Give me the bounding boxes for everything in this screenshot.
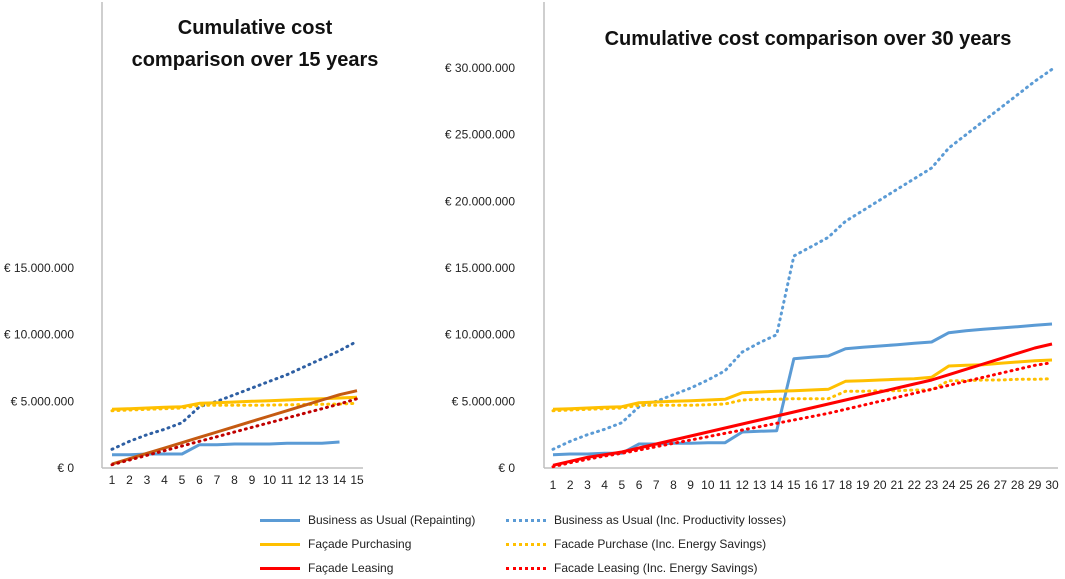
chart-title: Cumulative cost (178, 17, 333, 39)
x-tick-label: 22 (908, 478, 922, 492)
x-tick-label: 1 (109, 473, 116, 487)
x-tick-label: 4 (161, 473, 168, 487)
series-line (552, 358, 1053, 411)
series-line (552, 322, 1053, 457)
x-tick-label: 7 (653, 478, 660, 492)
series-line (551, 361, 1054, 469)
y-tick-label: € 0 (498, 461, 515, 475)
x-tick-label: 25 (959, 478, 973, 492)
x-tick-label: 26 (976, 478, 990, 492)
series-line (111, 389, 358, 466)
x-tick-label: 21 (890, 478, 904, 492)
x-tick-label: 17 (822, 478, 836, 492)
series-line (551, 67, 1054, 451)
x-tick-label: 30 (1045, 478, 1059, 492)
x-tick-label: 5 (618, 478, 625, 492)
x-tick-label: 9 (687, 478, 694, 492)
x-tick-label: 6 (196, 473, 203, 487)
y-tick-label: € 5.000.000 (452, 394, 516, 408)
x-tick-label: 4 (601, 478, 608, 492)
series-line (110, 339, 359, 451)
x-tick-label: 14 (333, 473, 347, 487)
y-tick-label: € 30.000.000 (445, 61, 515, 75)
x-tick-label: 14 (770, 478, 784, 492)
x-tick-label: 8 (231, 473, 238, 487)
chart-title: Cumulative cost comparison over 30 years (605, 28, 1012, 50)
series-line (110, 401, 359, 413)
x-tick-label: 11 (281, 473, 294, 487)
x-tick-label: 27 (994, 478, 1008, 492)
y-tick-label: € 10.000.000 (4, 328, 74, 342)
x-tick-label: 10 (701, 478, 715, 492)
x-tick-label: 7 (214, 473, 221, 487)
x-tick-label: 20 (873, 478, 887, 492)
y-tick-label: € 0 (57, 461, 74, 475)
y-tick-label: € 15.000.000 (445, 261, 515, 275)
x-tick-label: 6 (636, 478, 643, 492)
x-tick-label: 15 (350, 473, 364, 487)
x-tick-label: 15 (787, 478, 801, 492)
x-tick-label: 13 (753, 478, 767, 492)
x-tick-label: 11 (719, 478, 732, 492)
y-tick-label: € 15.000.000 (4, 261, 74, 275)
series-line (552, 342, 1053, 467)
x-tick-label: 2 (126, 473, 133, 487)
x-tick-label: 18 (839, 478, 853, 492)
x-tick-label: 28 (1011, 478, 1025, 492)
x-tick-label: 3 (584, 478, 591, 492)
x-tick-label: 12 (298, 473, 312, 487)
series-line (112, 440, 340, 457)
series-line (111, 395, 358, 411)
x-tick-label: 16 (804, 478, 818, 492)
x-tick-label: 24 (942, 478, 956, 492)
series-line (110, 397, 359, 467)
x-tick-label: 2 (567, 478, 574, 492)
x-tick-label: 13 (315, 473, 329, 487)
x-tick-label: 1 (550, 478, 557, 492)
x-tick-label: 29 (1028, 478, 1042, 492)
chart-1: Cumulative cost comparison over 15 years €… (4, 2, 378, 487)
x-tick-label: 5 (179, 473, 186, 487)
x-tick-label: 19 (856, 478, 870, 492)
chart-2: Cumulative cost comparison over 30 years… (445, 2, 1059, 492)
y-tick-label: € 10.000.000 (445, 328, 515, 342)
x-tick-label: 8 (670, 478, 677, 492)
x-tick-label: 12 (736, 478, 750, 492)
chart-title: comparison over 15 years (132, 49, 379, 71)
x-tick-label: 10 (263, 473, 277, 487)
y-tick-label: € 5.000.000 (11, 394, 75, 408)
x-tick-label: 9 (249, 473, 256, 487)
x-tick-label: 23 (925, 478, 939, 492)
y-tick-label: € 20.000.000 (445, 194, 515, 208)
x-tick-label: 3 (144, 473, 151, 487)
y-tick-label: € 25.000.000 (445, 128, 515, 142)
